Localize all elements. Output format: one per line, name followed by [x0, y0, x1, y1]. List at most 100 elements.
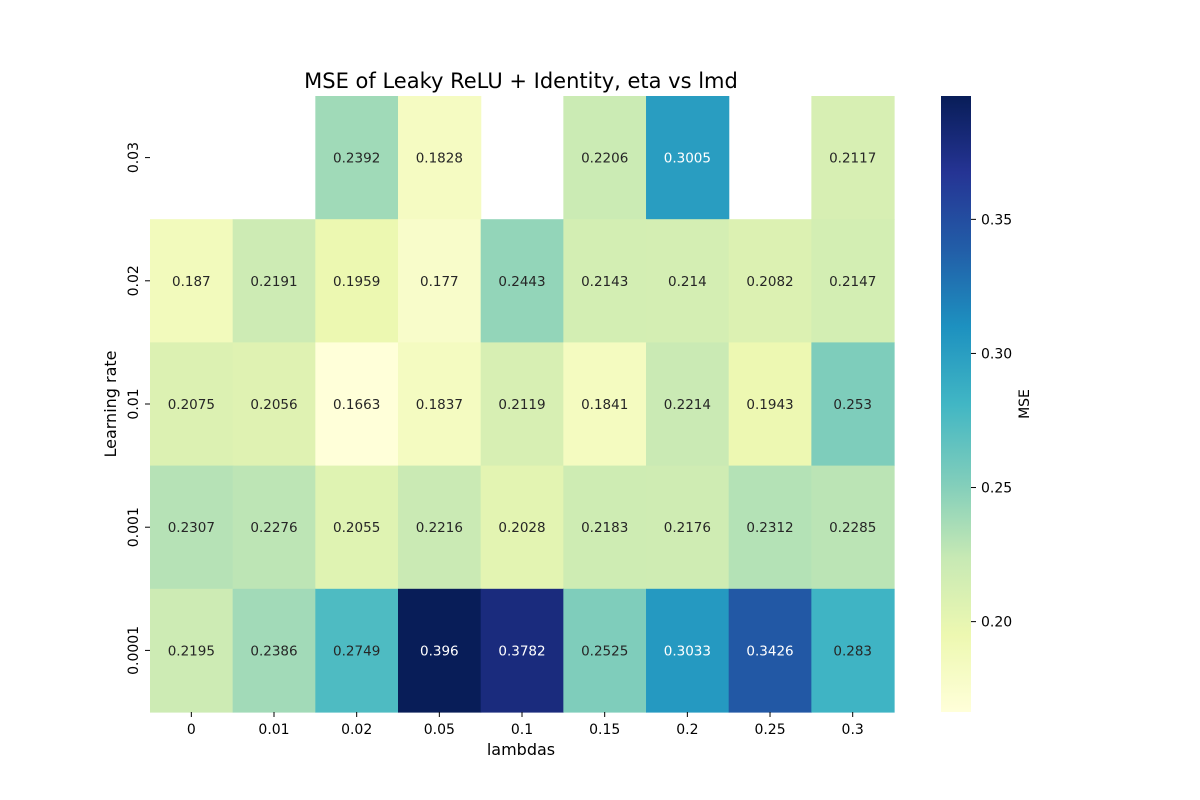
cell-value-label: 0.2147: [829, 274, 876, 290]
colorbar-tick-label: 0.25: [981, 481, 1012, 497]
cell-value-label: 0.2206: [581, 151, 628, 167]
heatmap-cell: [315, 588, 399, 713]
cell-value-label: 0.283: [833, 643, 872, 659]
heatmap-cell: [811, 342, 895, 467]
x-tick-label: 0.02: [341, 722, 372, 738]
heatmap-cell: [563, 588, 647, 713]
heatmap-cell: [728, 219, 812, 343]
heatmap-cell: [646, 342, 730, 467]
heatmap-cell: [646, 465, 730, 590]
cell-value-label: 0.2183: [581, 520, 628, 536]
heatmap-cell: [398, 465, 482, 590]
heatmap-cell: [150, 465, 234, 590]
heatmap-cell: [480, 465, 564, 590]
heatmap-cell: [315, 342, 399, 467]
heatmap-cell: [398, 96, 482, 220]
cell-value-label: 0.2143: [581, 274, 628, 290]
heatmap-cell: [646, 96, 730, 220]
x-axis-label: lambdas: [487, 740, 555, 759]
cell-value-label: 0.2285: [829, 520, 876, 536]
heatmap-cell: [728, 588, 812, 713]
cell-value-label: 0.2276: [250, 520, 297, 536]
x-tick-label: 0.2: [676, 722, 698, 738]
cell-value-label: 0.1959: [333, 274, 380, 290]
x-tick-label: 0.01: [258, 722, 289, 738]
heatmap-cell: [315, 96, 399, 220]
heatmap-cell: [646, 219, 730, 343]
cell-value-label: 0.3005: [664, 151, 711, 167]
cell-value-label: 0.2525: [581, 643, 628, 659]
x-tick-label: 0.25: [754, 722, 785, 738]
y-tick-label: 0.01: [126, 388, 142, 419]
heatmap-cell: [232, 219, 316, 343]
x-tick-label: 0.05: [424, 722, 455, 738]
cell-value-label: 0.2075: [168, 397, 215, 413]
heatmap-cell: [646, 588, 730, 713]
y-tick-label: 0.001: [126, 507, 142, 547]
cell-value-label: 0.2214: [664, 397, 711, 413]
cell-value-label: 0.2307: [168, 520, 215, 536]
heatmap-cell: [563, 96, 647, 220]
cell-value-label: 0.1943: [746, 397, 793, 413]
heatmap-cell: [480, 219, 564, 343]
y-tick-label: 0.0001: [126, 626, 142, 675]
colorbar-tick-label: 0.35: [981, 212, 1012, 228]
colorbar-label: MSE: [1017, 389, 1033, 419]
heatmap-cell: [315, 465, 399, 590]
heatmap-cell: [811, 219, 895, 343]
cell-value-label: 0.2749: [333, 643, 380, 659]
heatmap-cell: [315, 219, 399, 343]
cell-value-label: 0.2216: [416, 520, 463, 536]
colorbar-ticks: 0.20 0.25 0.30 0.35: [971, 212, 1012, 631]
heatmap-cell: [563, 219, 647, 343]
cell-value-label: 0.2176: [664, 520, 711, 536]
cell-value-label: 0.2443: [498, 274, 545, 290]
cell-value-label: 0.2028: [498, 520, 545, 536]
heatmap-cell: [811, 465, 895, 590]
cell-value-label: 0.1828: [416, 151, 463, 167]
cell-value-label: 0.3426: [746, 643, 793, 659]
cell-value-label: 0.1663: [333, 397, 380, 413]
colorbar-tick-label: 0.30: [981, 346, 1012, 362]
x-tick-label: 0.1: [511, 722, 533, 738]
heatmap-cell: [811, 588, 895, 713]
chart-title: MSE of Leaky ReLU + Identity, eta vs lmd: [304, 69, 738, 93]
colorbar-tick-label: 0.20: [981, 615, 1012, 631]
cell-value-label: 0.396: [420, 643, 459, 659]
heatmap-cell: [480, 588, 564, 713]
cell-value-label: 0.187: [172, 274, 211, 290]
heatmap-cell: [232, 342, 316, 467]
heatmap-cell: [480, 342, 564, 467]
cell-value-label: 0.2312: [746, 520, 793, 536]
cell-value-label: 0.2119: [498, 397, 545, 413]
colorbar: [941, 96, 971, 712]
cell-value-label: 0.2117: [829, 151, 876, 167]
heatmap-cell: [563, 342, 647, 467]
cell-value-label: 0.2055: [333, 520, 380, 536]
heatmap-cell: [232, 588, 316, 713]
cell-value-label: 0.253: [833, 397, 872, 413]
heatmap-cell: [728, 342, 812, 467]
cell-value-label: 0.2195: [168, 643, 215, 659]
y-tick-label: 0.03: [126, 142, 142, 173]
heatmap-cells: 0.2392 0.1828 0.2206 0.3005 0.2117 0.187 0.219…: [150, 96, 895, 713]
cell-value-label: 0.214: [668, 274, 707, 290]
cell-value-label: 0.3033: [664, 643, 711, 659]
y-axis-ticks: 0.03 0.02 0.01 0.001 0.0001: [126, 142, 150, 675]
cell-value-label: 0.3782: [498, 643, 545, 659]
cell-value-label: 0.1837: [416, 397, 463, 413]
x-axis-ticks: 0 0.01 0.02 0.05 0.1 0.15 0.2 0.25 0.3: [187, 712, 864, 738]
cell-value-label: 0.2056: [250, 397, 297, 413]
cell-value-label: 0.2191: [250, 274, 297, 290]
cell-value-label: 0.2082: [746, 274, 793, 290]
heatmap-cell: [728, 465, 812, 590]
heatmap-cell: [398, 588, 482, 713]
heatmap-cell: [398, 342, 482, 467]
heatmap-cell: [150, 342, 234, 467]
cell-value-label: 0.2392: [333, 151, 380, 167]
cell-value-label: 0.2386: [250, 643, 297, 659]
cell-value-label: 0.177: [420, 274, 459, 290]
heatmap-cell: [398, 219, 482, 343]
y-tick-label: 0.02: [126, 265, 142, 296]
